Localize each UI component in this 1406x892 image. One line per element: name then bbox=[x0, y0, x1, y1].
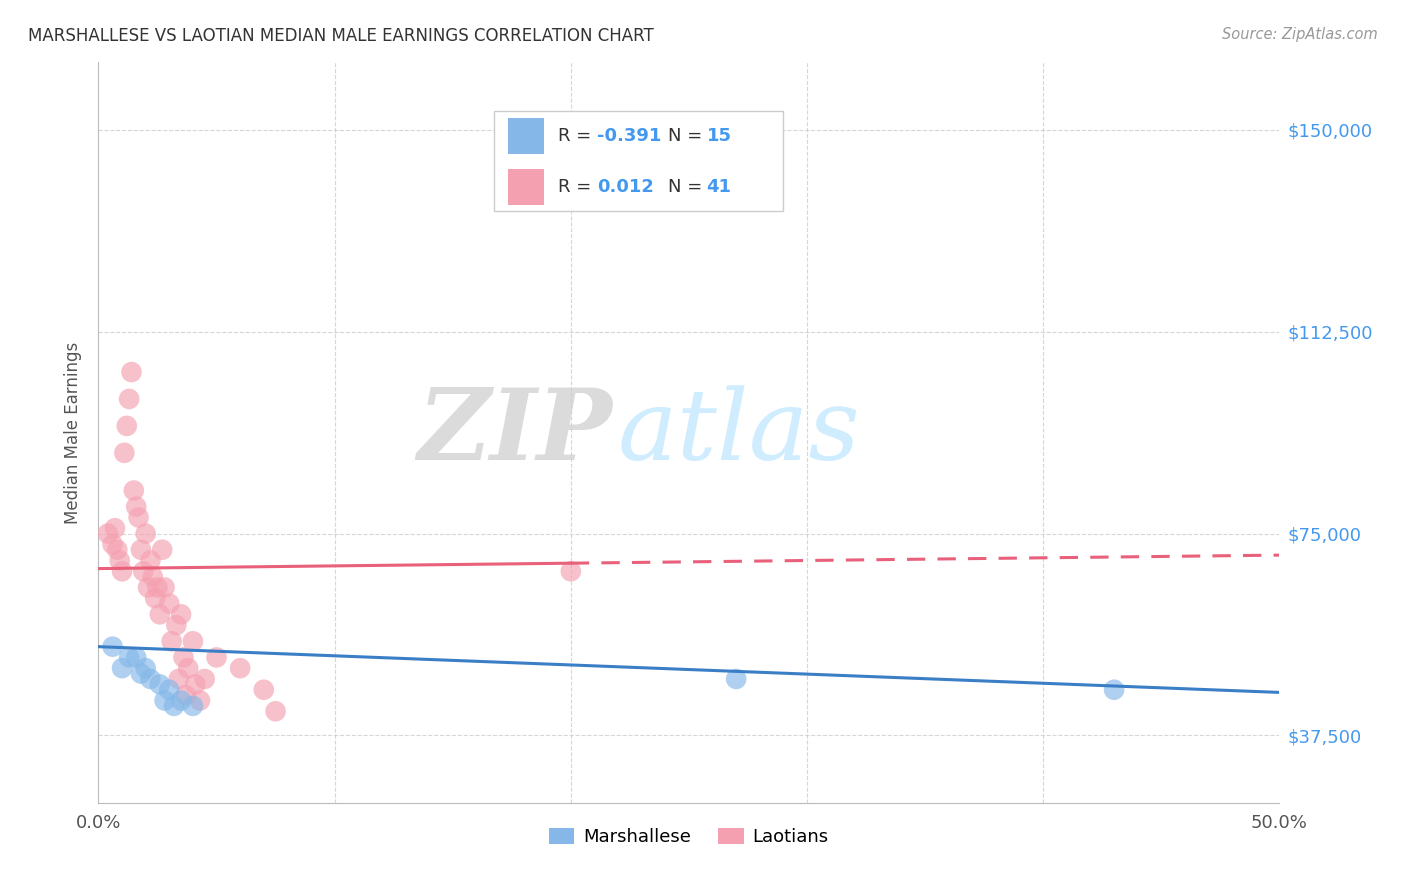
Point bbox=[149, 677, 172, 691]
Point bbox=[181, 698, 204, 713]
Text: ZIP: ZIP bbox=[418, 384, 612, 481]
Point bbox=[229, 661, 252, 675]
Point bbox=[163, 698, 186, 713]
Y-axis label: Median Male Earnings: Median Male Earnings bbox=[65, 342, 83, 524]
Text: N =: N = bbox=[668, 178, 707, 196]
Point bbox=[101, 640, 124, 654]
Text: 41: 41 bbox=[707, 178, 731, 196]
Text: R =: R = bbox=[558, 178, 603, 196]
Point bbox=[560, 564, 582, 578]
Point bbox=[172, 650, 194, 665]
Point bbox=[118, 650, 141, 665]
Point bbox=[188, 693, 211, 707]
Point bbox=[157, 682, 180, 697]
Point bbox=[1102, 682, 1125, 697]
Point bbox=[205, 650, 228, 665]
Point bbox=[142, 569, 165, 583]
Point bbox=[129, 542, 152, 557]
Point bbox=[157, 597, 180, 611]
Point bbox=[184, 677, 207, 691]
Point bbox=[115, 418, 138, 433]
Point bbox=[149, 607, 172, 622]
Point bbox=[125, 500, 148, 514]
Point bbox=[129, 666, 152, 681]
Text: 0.012: 0.012 bbox=[596, 178, 654, 196]
Point bbox=[194, 672, 217, 686]
Point bbox=[143, 591, 166, 606]
Point bbox=[112, 446, 135, 460]
Point bbox=[135, 661, 157, 675]
Point bbox=[111, 564, 134, 578]
Point bbox=[253, 682, 276, 697]
Point bbox=[135, 526, 157, 541]
Point bbox=[725, 672, 748, 686]
Point bbox=[181, 634, 204, 648]
Point bbox=[101, 537, 124, 551]
Point bbox=[139, 553, 162, 567]
Point bbox=[139, 672, 162, 686]
Point bbox=[122, 483, 145, 498]
Text: R =: R = bbox=[558, 127, 596, 145]
FancyBboxPatch shape bbox=[508, 169, 544, 204]
Text: -0.391: -0.391 bbox=[596, 127, 661, 145]
Point bbox=[105, 542, 128, 557]
Point bbox=[146, 581, 169, 595]
Point bbox=[264, 704, 287, 718]
Point bbox=[97, 526, 120, 541]
Point bbox=[118, 392, 141, 406]
Point bbox=[150, 542, 173, 557]
Point bbox=[160, 634, 183, 648]
Point bbox=[153, 581, 176, 595]
Text: atlas: atlas bbox=[619, 385, 860, 480]
Legend: Marshallese, Laotians: Marshallese, Laotians bbox=[541, 821, 837, 853]
Text: Source: ZipAtlas.com: Source: ZipAtlas.com bbox=[1222, 27, 1378, 42]
FancyBboxPatch shape bbox=[494, 111, 783, 211]
Point bbox=[125, 650, 148, 665]
Point bbox=[165, 618, 187, 632]
Point bbox=[132, 564, 155, 578]
Point bbox=[111, 661, 134, 675]
Point bbox=[136, 581, 159, 595]
Point bbox=[174, 688, 197, 702]
Text: MARSHALLESE VS LAOTIAN MEDIAN MALE EARNINGS CORRELATION CHART: MARSHALLESE VS LAOTIAN MEDIAN MALE EARNI… bbox=[28, 27, 654, 45]
FancyBboxPatch shape bbox=[508, 118, 544, 153]
Point bbox=[108, 553, 131, 567]
Text: N =: N = bbox=[668, 127, 707, 145]
Point bbox=[177, 661, 200, 675]
Point bbox=[128, 510, 150, 524]
Point bbox=[167, 672, 190, 686]
Point bbox=[153, 693, 176, 707]
Point bbox=[104, 521, 127, 535]
Point bbox=[121, 365, 143, 379]
Point bbox=[170, 607, 193, 622]
Text: 15: 15 bbox=[707, 127, 731, 145]
Point bbox=[170, 693, 193, 707]
